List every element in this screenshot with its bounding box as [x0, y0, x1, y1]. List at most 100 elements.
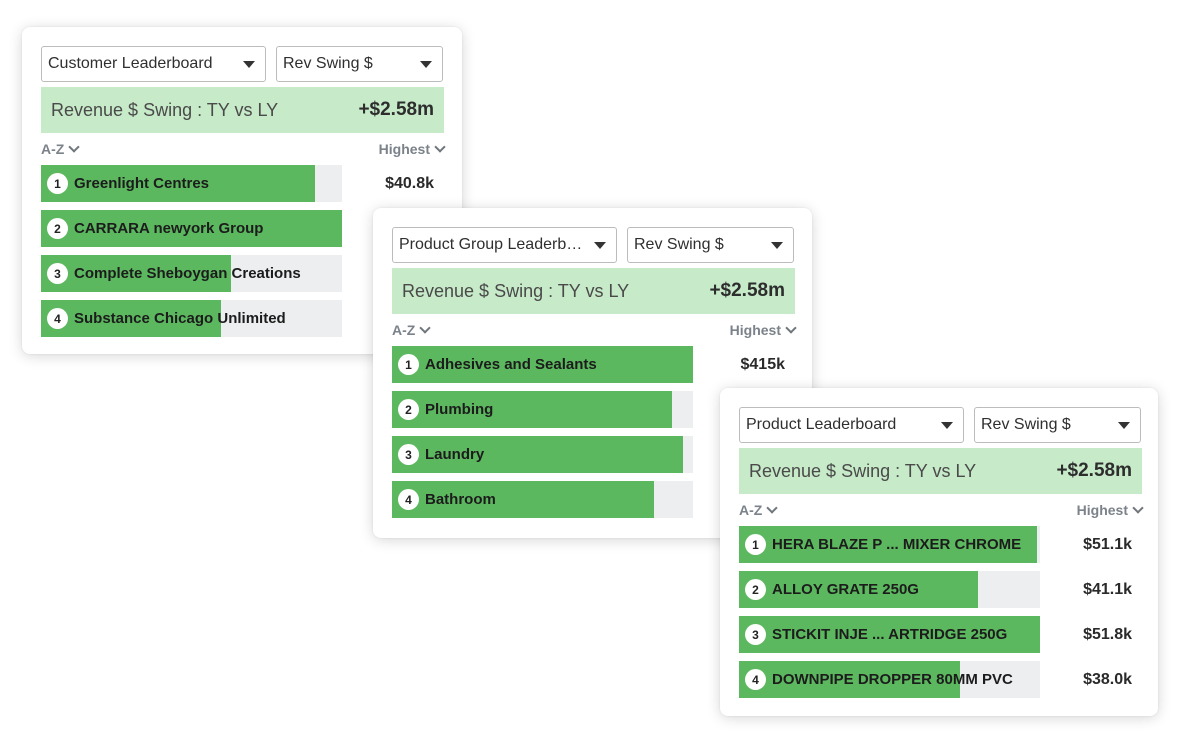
rank-badge: 1 — [398, 354, 419, 375]
leaderboard-row[interactable]: 2 Plumbing — [392, 391, 795, 428]
rank-badge: 4 — [47, 308, 68, 329]
sort-highest-label: Highest — [729, 322, 781, 338]
row-name: Laundry — [425, 446, 485, 463]
bar-fill — [41, 300, 221, 337]
metric-select-value: Rev Swing $ — [283, 55, 373, 72]
leaderboard-select[interactable]: Customer Leaderboard — [41, 46, 266, 82]
metric-select[interactable]: Rev Swing $ — [627, 227, 794, 263]
row-name: ALLOY GRATE 250G — [772, 581, 919, 598]
sort-az-label: A-Z — [392, 322, 416, 338]
caret-down-icon — [1118, 421, 1130, 429]
sort-highest-toggle[interactable]: Highest — [378, 141, 446, 157]
leaderboard-row[interactable]: 1 HERA BLAZE P ... MIXER CHROME $51.1k — [739, 526, 1142, 563]
bar-fill — [41, 255, 231, 292]
caret-down-icon — [594, 241, 606, 249]
customer-leaderboard-card: Customer Leaderboard Rev Swing $ Revenue… — [22, 27, 462, 354]
leaderboard-row[interactable]: 1 Adhesives and Sealants $415k — [392, 346, 795, 383]
chevron-down-icon — [785, 322, 797, 334]
leaderboard-row[interactable]: 1 Greenlight Centres $40.8k — [41, 165, 444, 202]
rank-badge: 3 — [398, 444, 419, 465]
sort-az-label: A-Z — [41, 141, 65, 157]
rank-badge: 2 — [398, 399, 419, 420]
chevron-down-icon — [766, 502, 778, 514]
bar-fill — [739, 526, 1037, 563]
row-name: Adhesives and Sealants — [425, 356, 597, 373]
bar-fill — [392, 391, 672, 428]
sort-highest-label: Highest — [378, 141, 430, 157]
banner-label: Revenue $ Swing : TY vs LY — [402, 280, 630, 301]
leaderboard-select[interactable]: Product Group Leaderboard — [392, 227, 617, 263]
leaderboard-select-value: Product Leaderboard — [746, 416, 897, 433]
leaderboard-row[interactable]: 4 Bathroom — [392, 481, 795, 518]
row-name: Greenlight Centres — [74, 175, 210, 192]
rank-badge: 4 — [745, 669, 766, 690]
bar-fill — [41, 165, 315, 202]
product-group-leaderboard-card: Product Group Leaderboard Rev Swing $ Re… — [373, 208, 812, 538]
leaderboard-row[interactable]: 3 STICKIT INJE ... ARTRIDGE 250G $51.8k — [739, 616, 1142, 653]
banner-value: +$2.58m — [1056, 460, 1132, 481]
chevron-down-icon — [419, 322, 431, 334]
metric-select-value: Rev Swing $ — [981, 416, 1071, 433]
metric-select-value: Rev Swing $ — [634, 236, 724, 253]
bar-fill — [739, 616, 1040, 653]
caret-down-icon — [420, 60, 432, 68]
sort-az-toggle[interactable]: A-Z — [41, 141, 80, 157]
rank-badge: 2 — [47, 218, 68, 239]
chevron-down-icon — [68, 141, 80, 153]
leaderboard-row[interactable]: 3 Laundry — [392, 436, 795, 473]
leaderboard-select-value: Product Group Leaderboard — [399, 236, 586, 253]
rank-badge: 1 — [745, 534, 766, 555]
leaderboard-list: 1 Adhesives and Sealants $415k 2 Plumbin… — [392, 346, 795, 526]
rank-badge: 3 — [47, 263, 68, 284]
summary-banner: Revenue $ Swing : TY vs LY +$2.58m — [41, 87, 444, 133]
leaderboard-select-value: Customer Leaderboard — [48, 55, 213, 72]
product-leaderboard-card: Product Leaderboard Rev Swing $ Revenue … — [720, 388, 1158, 716]
row-name: DOWNPIPE DROPPER 80MM PVC — [772, 671, 1013, 688]
banner-value: +$2.58m — [709, 280, 785, 301]
banner-label: Revenue $ Swing : TY vs LY — [749, 460, 977, 481]
bar-fill — [739, 661, 960, 698]
row-value: $51.1k — [1083, 536, 1132, 553]
summary-banner: Revenue $ Swing : TY vs LY +$2.58m — [392, 268, 795, 314]
rank-badge: 1 — [47, 173, 68, 194]
sort-az-toggle[interactable]: A-Z — [392, 322, 431, 338]
rank-badge: 3 — [745, 624, 766, 645]
banner-value: +$2.58m — [358, 99, 434, 120]
leaderboard-list: 1 HERA BLAZE P ... MIXER CHROME $51.1k 2… — [739, 526, 1142, 706]
row-value: $51.8k — [1083, 626, 1132, 643]
bar-fill — [392, 481, 654, 518]
leaderboard-select[interactable]: Product Leaderboard — [739, 407, 964, 443]
leaderboard-row[interactable]: 2 ALLOY GRATE 250G $41.1k — [739, 571, 1142, 608]
banner-label: Revenue $ Swing : TY vs LY — [51, 99, 279, 120]
row-value: $38.0k — [1083, 671, 1132, 688]
chevron-down-icon — [434, 141, 446, 153]
bar-fill — [392, 346, 693, 383]
row-name: CARRARA newyork Group — [74, 220, 264, 237]
leaderboard-row[interactable]: 3 Complete Sheboygan Creations — [41, 255, 444, 292]
row-name: Substance Chicago Unlimited — [74, 310, 286, 327]
bar-fill — [392, 436, 683, 473]
sort-highest-toggle[interactable]: Highest — [1077, 502, 1144, 518]
leaderboard-row[interactable]: 4 DOWNPIPE DROPPER 80MM PVC $38.0k — [739, 661, 1142, 698]
rank-badge: 4 — [398, 489, 419, 510]
rank-badge: 2 — [745, 579, 766, 600]
leaderboard-list: 1 Greenlight Centres $40.8k 2 CARRARA ne… — [41, 165, 444, 345]
row-name: Complete Sheboygan Creations — [74, 265, 301, 282]
leaderboard-row[interactable]: 4 Substance Chicago Unlimited — [41, 300, 444, 337]
bar-fill — [41, 210, 342, 247]
sort-az-toggle[interactable]: A-Z — [739, 502, 778, 518]
metric-select[interactable]: Rev Swing $ — [276, 46, 443, 82]
row-name: STICKIT INJE ... ARTRIDGE 250G — [772, 626, 1008, 643]
leaderboard-row[interactable]: 2 CARRARA newyork Group — [41, 210, 444, 247]
row-value: $41.1k — [1083, 581, 1132, 598]
bar-fill — [739, 571, 978, 608]
row-name: Plumbing — [425, 401, 494, 418]
row-name: Bathroom — [425, 491, 496, 508]
caret-down-icon — [771, 241, 783, 249]
summary-banner: Revenue $ Swing : TY vs LY +$2.58m — [739, 448, 1142, 494]
sort-highest-toggle[interactable]: Highest — [729, 322, 797, 338]
caret-down-icon — [941, 421, 953, 429]
sort-az-label: A-Z — [739, 502, 763, 518]
metric-select[interactable]: Rev Swing $ — [974, 407, 1141, 443]
row-name: HERA BLAZE P ... MIXER CHROME — [772, 536, 1022, 553]
